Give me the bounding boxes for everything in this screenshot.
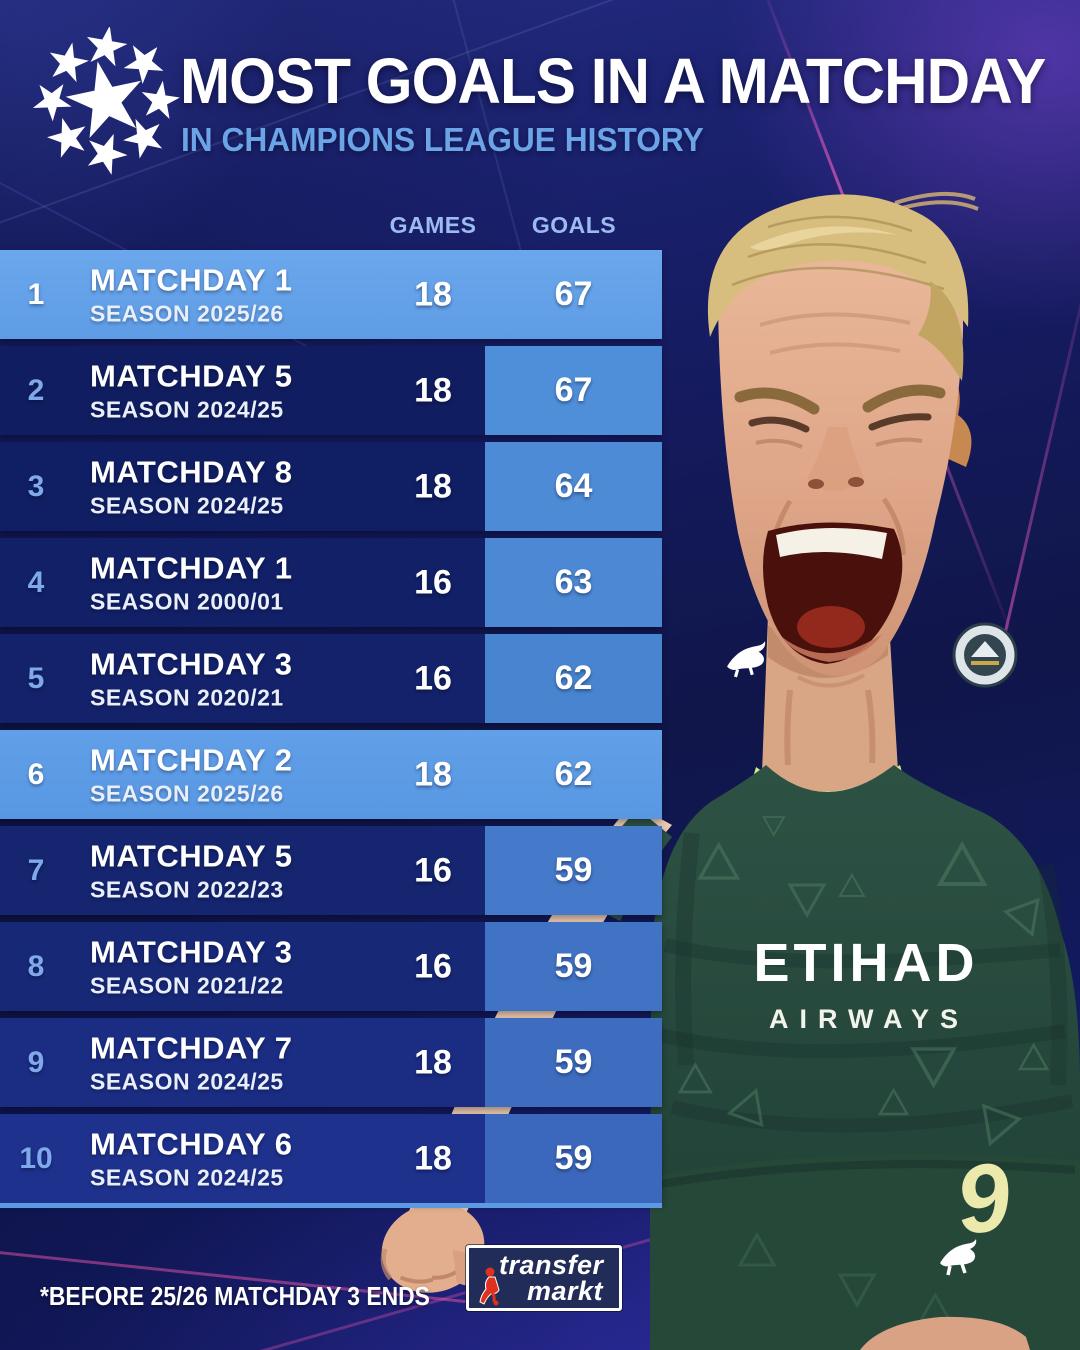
goals-value: 59 (485, 826, 662, 915)
column-header-games: GAMES (389, 212, 477, 238)
season-label: SEASON 2025/26 (90, 780, 284, 806)
season-label: SEASON 2025/26 (90, 300, 284, 326)
jersey-side-shadow (675, 832, 1068, 1086)
matchday-label: MATCHDAY 7 (90, 1030, 293, 1065)
games-value: 18 (414, 755, 452, 793)
table-row: 3 MATCHDAY 8 SEASON 2024/25 18 64 (0, 442, 662, 531)
rank: 2 (27, 373, 45, 407)
matchday-label: MATCHDAY 5 (90, 358, 293, 393)
table-row: 4 MATCHDAY 1 SEASON 2000/01 16 63 (0, 538, 662, 627)
mancity-badge-icon (952, 622, 1018, 688)
goals-value: 59 (485, 1114, 662, 1203)
table-row: 10 MATCHDAY 6 SEASON 2024/25 18 59 (0, 1114, 662, 1203)
season-label: SEASON 2020/21 (90, 684, 284, 710)
page-subtitle: IN CHAMPIONS LEAGUE HISTORY (181, 121, 704, 158)
puma-cat-icon (727, 641, 766, 678)
rank: 7 (27, 853, 45, 887)
season-label: SEASON 2022/23 (90, 876, 284, 902)
goals-value: 63 (485, 538, 662, 627)
rank: 5 (27, 661, 45, 695)
transfermarkt-logo: transfer markt (466, 1245, 622, 1311)
rank: 10 (19, 1141, 53, 1175)
puma-cat-icon (940, 1239, 977, 1276)
season-label: SEASON 2024/25 (90, 1068, 284, 1094)
shorts (650, 1153, 1080, 1350)
matchday-label: MATCHDAY 8 (90, 454, 293, 489)
matchday-label: MATCHDAY 5 (90, 838, 293, 873)
lower-lip (782, 634, 882, 662)
goals-value: 64 (485, 442, 662, 531)
matchday-label: MATCHDAY 3 (90, 934, 293, 969)
games-value: 16 (414, 659, 452, 697)
games-value: 18 (414, 371, 452, 409)
rank: 6 (27, 757, 45, 791)
rank: 3 (27, 469, 45, 503)
page-title: MOST GOALS IN A MATCHDAY (180, 45, 1046, 117)
rank: 1 (27, 277, 45, 311)
chin-crease (797, 673, 866, 688)
transfermarkt-player-icon (479, 1267, 500, 1306)
rank: 4 (27, 565, 45, 599)
table-row: 6 MATCHDAY 2 SEASON 2025/26 18 62 (0, 730, 662, 819)
matchday-label: MATCHDAY 6 (90, 1126, 293, 1161)
table-row: 2 MATCHDAY 5 SEASON 2024/25 18 67 (0, 346, 662, 435)
table-bottom-rule (0, 1203, 662, 1208)
ranking-table: 1 MATCHDAY 1 SEASON 2025/26 18 67 2 MATC… (0, 250, 662, 1210)
games-value: 16 (414, 851, 452, 889)
goals-value: 62 (485, 634, 662, 723)
neck-tendons (784, 689, 876, 766)
matchday-label: MATCHDAY 1 (90, 262, 293, 297)
goals-value: 67 (554, 275, 593, 313)
goals-value: 59 (485, 1018, 662, 1107)
season-label: SEASON 2024/25 (90, 396, 284, 422)
season-label: SEASON 2024/25 (90, 492, 284, 518)
nostril (808, 479, 824, 489)
matchday-label: MATCHDAY 2 (90, 742, 293, 777)
footnote: *BEFORE 25/26 MATCHDAY 3 ENDS (40, 1281, 430, 1311)
goals-value: 67 (485, 346, 662, 435)
season-label: SEASON 2024/25 (90, 1164, 284, 1190)
goals-value: 59 (485, 922, 662, 1011)
games-value: 18 (414, 467, 452, 505)
table-row: 1 MATCHDAY 1 SEASON 2025/26 18 67 (0, 250, 662, 339)
tongue (797, 606, 865, 648)
jersey-sponsor-subtext: AIRWAYS (769, 1004, 969, 1034)
table-row: 5 MATCHDAY 3 SEASON 2020/21 16 62 (0, 634, 662, 723)
games-value: 18 (414, 1043, 452, 1081)
table-row: 7 MATCHDAY 5 SEASON 2022/23 16 59 (0, 826, 662, 915)
table-row: 8 MATCHDAY 3 SEASON 2021/22 16 59 (0, 922, 662, 1011)
table-row: 9 MATCHDAY 7 SEASON 2024/25 18 59 (0, 1018, 662, 1107)
rank: 9 (27, 1045, 45, 1079)
jersey-folds (658, 938, 1074, 1133)
rank: 8 (27, 949, 45, 983)
nostril (848, 477, 864, 487)
season-label: SEASON 2000/01 (90, 588, 284, 614)
column-header-goals: GOALS (531, 212, 617, 238)
games-value: 18 (414, 1139, 452, 1177)
matchday-label: MATCHDAY 1 (90, 550, 293, 585)
games-value: 16 (414, 563, 452, 601)
thigh (860, 1316, 1030, 1350)
waistband (654, 1160, 1076, 1189)
season-label: SEASON 2021/22 (90, 972, 284, 998)
matchday-label: MATCHDAY 3 (90, 646, 293, 681)
uefa-starball-icon (32, 27, 180, 175)
games-value: 18 (414, 275, 452, 313)
goals-value: 62 (554, 755, 593, 793)
games-value: 16 (414, 947, 452, 985)
transfermarkt-logo-line2: markt (527, 1276, 604, 1306)
jersey-sponsor-text: ETIHAD (754, 933, 979, 993)
